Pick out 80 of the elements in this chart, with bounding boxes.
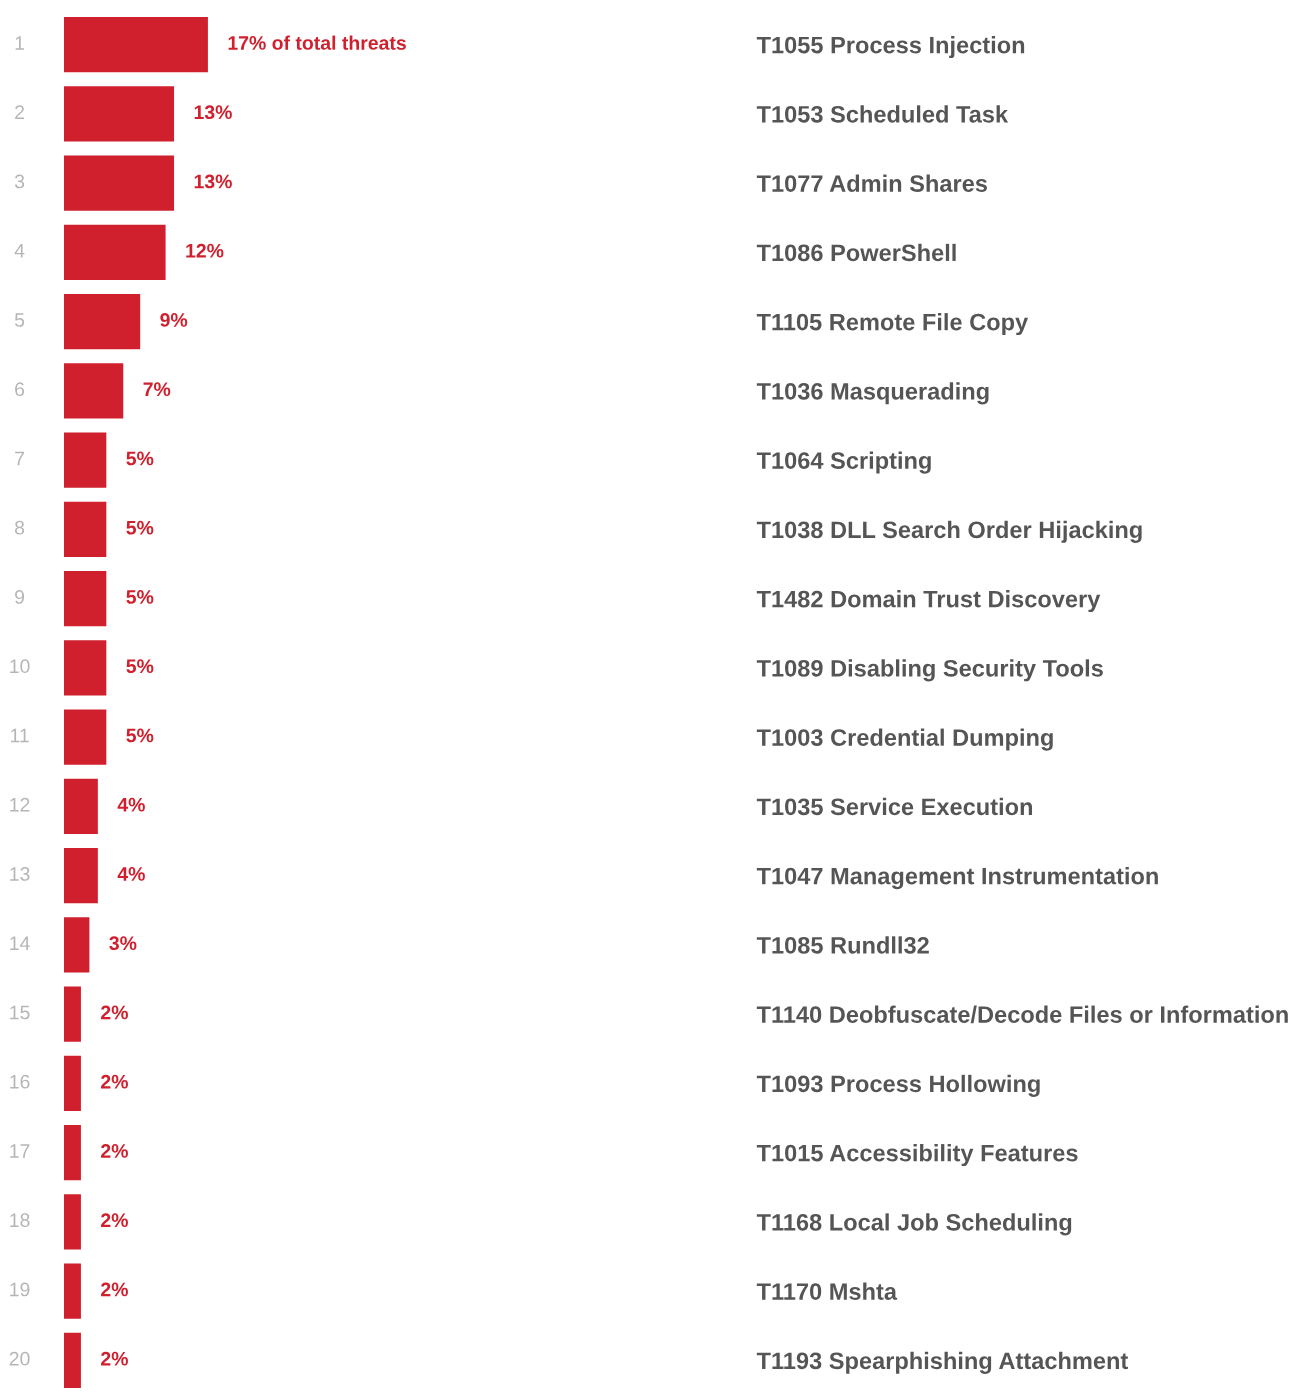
text: 19 xyxy=(10,1282,30,1297)
text: 16 xyxy=(10,1074,30,1089)
bar xyxy=(64,1124,81,1181)
bar xyxy=(64,986,81,1042)
data-label: 7% xyxy=(143,382,171,397)
y-tick-label: T1140 Deobfuscate/Decode Files or Information xyxy=(756,1005,1288,1024)
text: 14 xyxy=(10,936,30,950)
data-label: 5% xyxy=(126,590,154,604)
data-label: 4% xyxy=(117,797,145,812)
text: 12 xyxy=(10,797,30,812)
bar xyxy=(64,778,98,835)
y-tick-label: T1055 Process Injection xyxy=(756,36,1025,59)
text: 20 xyxy=(9,1351,30,1366)
bar xyxy=(64,1055,81,1112)
text: 8 xyxy=(14,520,25,535)
y-tick-label: T1089 Disabling Security Tools xyxy=(756,659,1103,682)
text: 13 xyxy=(10,867,30,881)
y-tick-label: T1170 Mshta xyxy=(756,1282,898,1300)
text: 15 xyxy=(10,1005,30,1020)
y-tick-label: T1038 DLL Search Order Hijacking xyxy=(756,520,1142,543)
data-label: 4% xyxy=(117,867,145,881)
text: 18 xyxy=(10,1213,30,1228)
bar xyxy=(64,501,107,558)
text: 11 xyxy=(10,728,29,743)
data-label: 5% xyxy=(126,659,154,674)
bar xyxy=(64,640,107,696)
text: 2 xyxy=(15,105,24,119)
y-tick-label: T1053 Scheduled Task xyxy=(756,105,1009,123)
bar xyxy=(64,570,107,627)
bar xyxy=(64,847,98,904)
bar xyxy=(64,1263,81,1319)
y-tick-label: T1086 PowerShell xyxy=(756,243,956,262)
y-tick-label: T1035 Service Execution xyxy=(756,797,1033,816)
data-label: 9% xyxy=(160,313,188,327)
y-tick-label: T1193 Spearphishing Attachment xyxy=(756,1351,1129,1374)
data-label: 12% xyxy=(186,243,224,258)
data-label: 2% xyxy=(101,1144,128,1158)
y-tick-label: T1047 Management Instrumentation xyxy=(756,867,1158,890)
y-tick-label: T1036 Masquerading xyxy=(756,382,989,405)
data-label: 2% xyxy=(101,1282,128,1297)
bar xyxy=(64,709,107,765)
text: 3 xyxy=(14,174,25,189)
data-label: 17% of total threats xyxy=(228,35,406,50)
bar xyxy=(64,86,175,142)
bar xyxy=(64,1332,81,1389)
data-label: 5% xyxy=(126,520,154,535)
data-label: 5% xyxy=(126,728,154,743)
y-tick-label: T1003 Credential Dumping xyxy=(756,728,1053,751)
text: 9 xyxy=(15,590,25,604)
data-label: 2% xyxy=(101,1351,128,1366)
text: 4 xyxy=(14,244,25,258)
bar xyxy=(64,16,208,73)
text: 7 xyxy=(15,451,24,466)
bar xyxy=(64,363,124,419)
data-label: 2% xyxy=(101,1074,128,1089)
y-tick-label: T1105 Remote File Copy xyxy=(756,313,1029,336)
data-label: 13% xyxy=(194,174,232,189)
text: 10 xyxy=(10,659,30,674)
y-tick-label: T1077 Admin Shares xyxy=(756,174,987,192)
text: 6 xyxy=(15,382,25,397)
y-tick-label: T1085 Rundll32 xyxy=(756,936,929,954)
data-label: 13% xyxy=(194,105,232,120)
y-tick-label: T1168 Local Job Scheduling xyxy=(756,1213,1072,1236)
data-label: 2% xyxy=(101,1005,128,1020)
bar xyxy=(64,1194,81,1250)
text: 5 xyxy=(14,313,25,327)
bar xyxy=(64,224,166,281)
y-tick-label: T1064 Scripting xyxy=(756,451,931,474)
y-tick-label: T1015 Accessibility Features xyxy=(756,1144,1078,1167)
data-label: 2% xyxy=(101,1213,128,1228)
bar xyxy=(64,293,141,350)
text: 1 xyxy=(15,36,25,50)
bar xyxy=(64,432,107,488)
data-label: 3% xyxy=(109,936,137,951)
bar xyxy=(64,155,175,211)
data-label: 5% xyxy=(126,451,154,466)
bar xyxy=(64,917,90,973)
y-tick-label: T1093 Process Hollowing xyxy=(756,1074,1040,1097)
text: 17 xyxy=(10,1144,30,1158)
y-tick-label: T1482 Domain Trust Discovery xyxy=(756,590,1101,613)
